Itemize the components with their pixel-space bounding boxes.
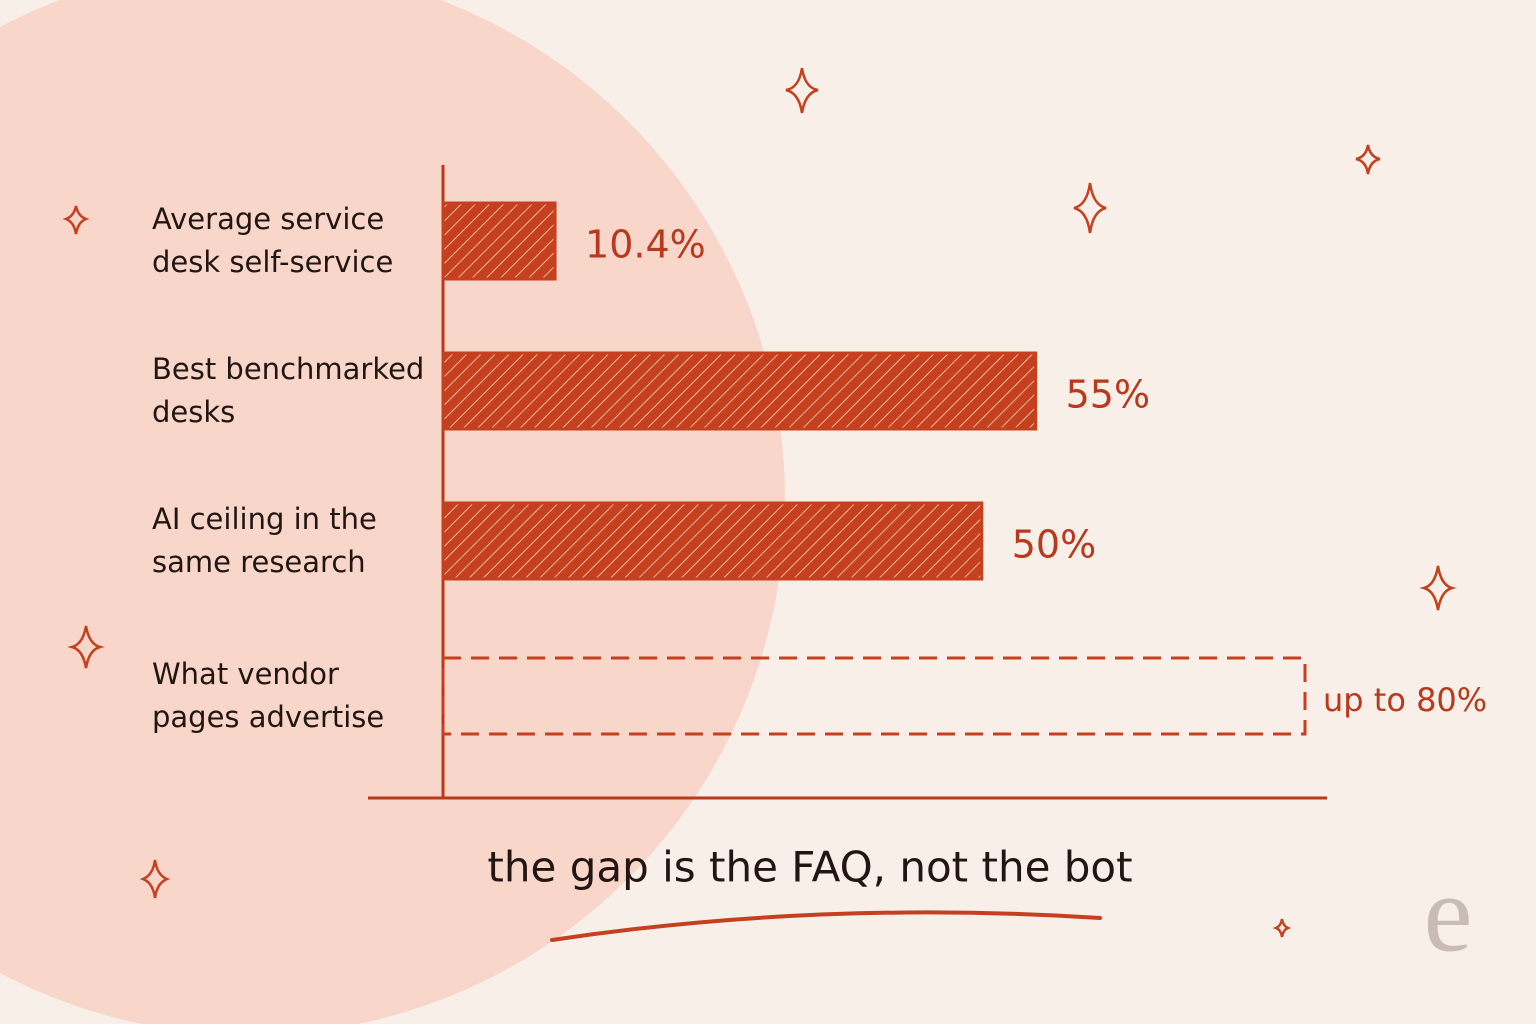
watermark: e (1424, 852, 1473, 974)
bar (441, 351, 1038, 431)
value-label: up to 80% (1323, 681, 1487, 719)
bar (441, 656, 1307, 736)
annotation: the gap is the FAQ, not the bot (487, 843, 1132, 892)
background-circle (0, 0, 785, 1024)
bar (441, 201, 557, 281)
underline (550, 910, 1102, 942)
category-label: Best benchmarked desks (152, 352, 425, 429)
category-label: Average service desk self-service (152, 202, 394, 279)
sparkles (62, 67, 1457, 938)
bar (441, 501, 984, 581)
category-label: What vendor pages advertise (152, 657, 385, 734)
value-label: 55% (1066, 373, 1150, 417)
value-label: 10.4% (585, 223, 706, 267)
value-label: 50% (1012, 523, 1096, 567)
category-label: AI ceiling in the same research (152, 502, 377, 579)
